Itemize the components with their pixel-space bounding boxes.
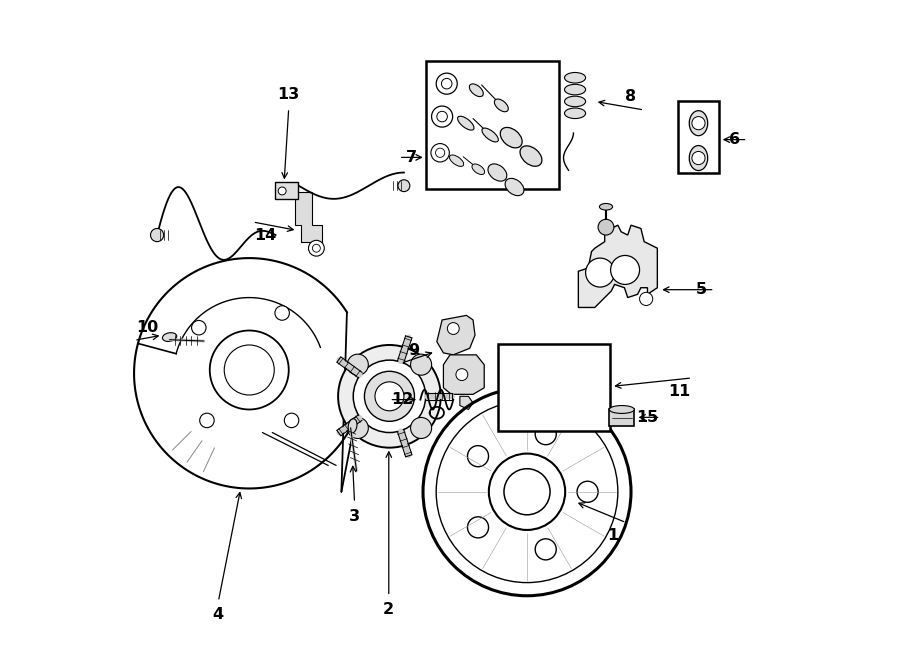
Circle shape: [456, 369, 468, 381]
Circle shape: [375, 382, 404, 410]
Circle shape: [274, 306, 290, 320]
Circle shape: [536, 424, 556, 445]
Circle shape: [410, 418, 432, 438]
Text: 7: 7: [406, 150, 418, 165]
Circle shape: [692, 151, 705, 165]
Circle shape: [410, 354, 432, 375]
Text: 6: 6: [729, 132, 740, 147]
Circle shape: [610, 255, 640, 284]
Bar: [609, 409, 634, 426]
Circle shape: [431, 143, 449, 162]
Text: 14: 14: [255, 227, 277, 243]
Text: 2: 2: [383, 602, 394, 617]
Circle shape: [436, 73, 457, 95]
Bar: [426, 61, 559, 189]
Text: 3: 3: [349, 508, 360, 524]
Ellipse shape: [482, 128, 499, 142]
Ellipse shape: [470, 84, 483, 97]
Ellipse shape: [689, 110, 707, 136]
Ellipse shape: [505, 178, 524, 196]
Ellipse shape: [520, 146, 542, 167]
Circle shape: [338, 345, 441, 447]
Circle shape: [692, 116, 705, 130]
Text: 5: 5: [696, 282, 707, 297]
Ellipse shape: [457, 116, 474, 130]
Text: 13: 13: [277, 87, 300, 102]
Polygon shape: [460, 397, 473, 409]
Ellipse shape: [500, 128, 522, 148]
Ellipse shape: [494, 99, 508, 112]
Text: 9: 9: [409, 343, 419, 358]
Circle shape: [192, 321, 206, 335]
Circle shape: [398, 180, 410, 192]
Ellipse shape: [689, 145, 707, 171]
Circle shape: [467, 446, 489, 467]
Text: 1: 1: [608, 528, 619, 543]
Ellipse shape: [609, 406, 634, 413]
Polygon shape: [436, 315, 475, 355]
Circle shape: [364, 371, 415, 421]
Ellipse shape: [449, 155, 464, 167]
Circle shape: [347, 418, 368, 438]
Text: 15: 15: [636, 410, 659, 425]
Circle shape: [309, 241, 324, 256]
Circle shape: [284, 413, 299, 428]
Text: 10: 10: [136, 320, 158, 334]
Text: 8: 8: [626, 89, 636, 104]
Circle shape: [467, 517, 489, 538]
Circle shape: [200, 413, 214, 428]
Circle shape: [210, 330, 289, 409]
Circle shape: [447, 323, 459, 334]
Circle shape: [598, 219, 614, 235]
Circle shape: [278, 187, 286, 195]
Text: 11: 11: [668, 383, 690, 399]
Polygon shape: [444, 355, 484, 395]
Circle shape: [536, 539, 556, 560]
Circle shape: [640, 292, 652, 305]
Circle shape: [347, 354, 368, 375]
Ellipse shape: [472, 164, 485, 175]
Bar: [274, 182, 298, 199]
Bar: [498, 344, 610, 430]
Text: 4: 4: [212, 607, 224, 623]
Circle shape: [150, 229, 164, 242]
Polygon shape: [295, 192, 321, 242]
Ellipse shape: [564, 108, 586, 118]
Circle shape: [586, 258, 615, 287]
Ellipse shape: [348, 419, 357, 433]
Polygon shape: [579, 225, 657, 307]
Ellipse shape: [162, 332, 176, 342]
Ellipse shape: [488, 164, 507, 181]
Ellipse shape: [564, 96, 586, 106]
Ellipse shape: [564, 73, 586, 83]
Circle shape: [577, 481, 598, 502]
Bar: [678, 101, 719, 173]
Ellipse shape: [599, 204, 613, 210]
Circle shape: [432, 106, 453, 127]
Ellipse shape: [564, 85, 586, 95]
Circle shape: [353, 360, 426, 432]
Text: 12: 12: [392, 392, 414, 407]
